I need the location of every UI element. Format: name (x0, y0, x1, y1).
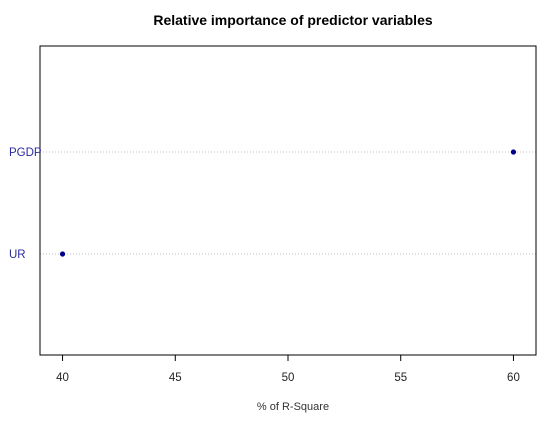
category-label: UR (9, 249, 26, 261)
data-point (510, 149, 517, 155)
data-points (59, 149, 517, 257)
x-tick-label: 55 (394, 372, 407, 384)
data-point (59, 251, 66, 257)
gridlines (40, 151, 536, 255)
plot-frame (39, 45, 537, 356)
y-axis-labels: PGDP UR (9, 147, 42, 261)
x-axis-label: % of R-Square (257, 401, 329, 413)
x-tick-label: 60 (507, 372, 520, 384)
chart-title: Relative importance of predictor variabl… (153, 12, 433, 28)
x-tick-label: 50 (282, 372, 295, 384)
x-tick-label: 45 (169, 372, 182, 384)
x-tick-label: 40 (56, 372, 69, 384)
x-axis: 40 45 50 55 60 (56, 354, 520, 384)
category-label: PGDP (9, 147, 42, 159)
